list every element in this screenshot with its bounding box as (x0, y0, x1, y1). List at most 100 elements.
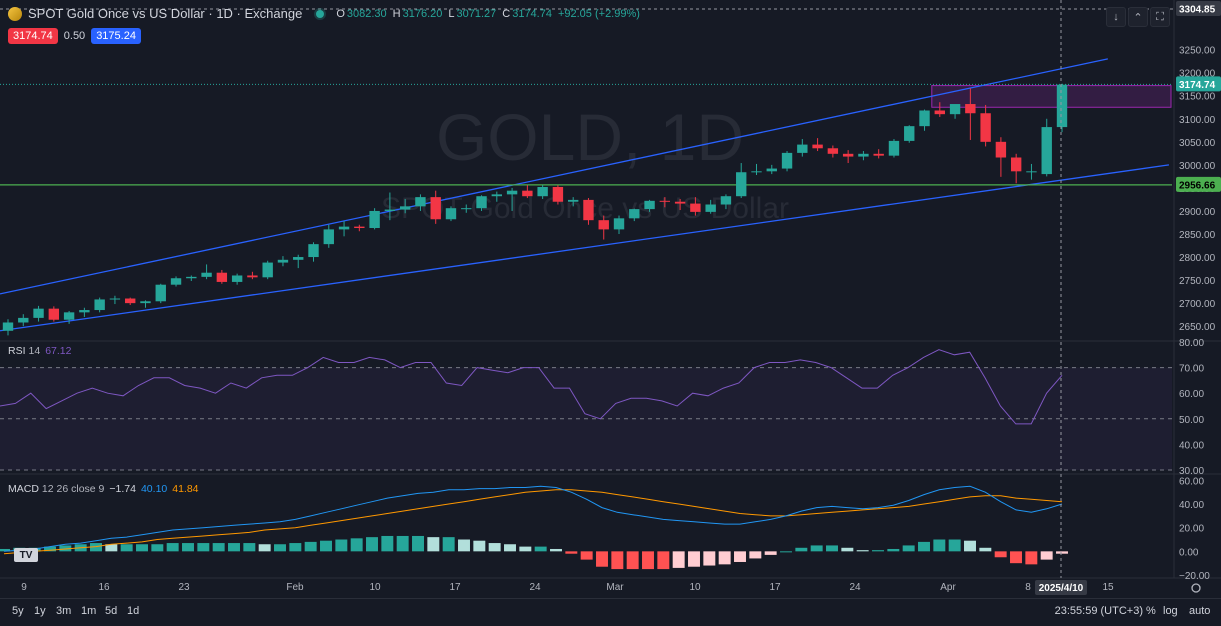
macd-histogram-bar (994, 551, 1007, 558)
macd-histogram-bar (795, 547, 808, 552)
range-1d[interactable]: 1d (127, 605, 140, 617)
range-5y[interactable]: 5y (12, 605, 24, 617)
macd-histogram-bar (688, 551, 700, 567)
candle-body (644, 200, 655, 210)
crosshair-price-label: 3304.85 (1179, 5, 1216, 16)
arrow-down-icon[interactable]: ↓ (1106, 7, 1126, 27)
candlestick-series (2, 83, 1068, 336)
auto-toggle[interactable]: auto (1189, 605, 1211, 617)
channel-lower-line[interactable] (0, 164, 1170, 332)
crosshair (0, 0, 1176, 578)
candle-body (537, 186, 548, 197)
candle-body (186, 276, 197, 279)
macd-histogram-bar (596, 551, 608, 567)
time-tick-label: 23 (178, 582, 190, 593)
macd-name: MACD (8, 483, 39, 495)
macd-histogram-bar (626, 551, 639, 570)
macd-legend[interactable]: MACD 12 26 close 9 −1.74 40.10 41.84 (8, 483, 199, 495)
candle-body (48, 308, 60, 320)
macd-histogram-bar (1025, 551, 1038, 565)
crosshair-price-label-bg (1176, 1, 1221, 16)
macd-histogram-bar (918, 541, 930, 552)
time-tick-label: 16 (98, 582, 110, 593)
clock-timezone[interactable]: 23:55:59 (UTC+3) (1054, 605, 1143, 617)
buy-button[interactable]: 3175.24 (91, 28, 141, 44)
candle-body (140, 301, 151, 304)
candle-body (949, 104, 961, 115)
range-3m[interactable]: 3m (56, 605, 72, 617)
candle-body (1026, 171, 1037, 173)
watermark-ticker: GOLD, 1D (436, 100, 744, 174)
macd-histogram-bar (764, 551, 777, 555)
rsi-legend[interactable]: RSI 14 67.12 (8, 345, 71, 357)
price-axis[interactable]: 2650.00 2700.00 2750.00 2800.00 2850.00 2900.… (1176, 1, 1221, 582)
price-tick-label: 3050.00 (1179, 138, 1216, 149)
time-tick-label: 9 (21, 582, 27, 593)
macd-histogram-bar (979, 547, 992, 552)
high-label: H (392, 7, 401, 20)
candle-body (720, 196, 732, 205)
symbol-title[interactable]: SPOT Gold Once vs US Dollar · 1D · Excha… (28, 6, 303, 21)
gear-icon[interactable] (1191, 583, 1201, 593)
candle-body (63, 312, 75, 320)
candle-body (308, 244, 319, 258)
range-1m[interactable]: 1m (81, 605, 97, 617)
trade-panel: 3174.74 0.50 3175.24 (8, 28, 141, 44)
macd-histogram-bar (519, 546, 532, 552)
last-price-label: 3174.74 (1179, 80, 1216, 91)
macd-histogram-bar (856, 550, 869, 552)
macd-tick-label: −20.00 (1179, 571, 1210, 582)
macd-histogram-bar (120, 544, 133, 552)
candle-body (247, 275, 258, 278)
rsi-tick-label: 30.00 (1179, 466, 1204, 477)
price-tick-label: 2700.00 (1179, 299, 1216, 310)
range-1y[interactable]: 1y (34, 605, 46, 617)
chevron-up-icon[interactable]: ⌃ (1128, 7, 1148, 27)
rsi-value: 67.12 (45, 345, 72, 357)
candle-body (216, 272, 228, 282)
macd-histogram-bar (534, 546, 547, 552)
rsi-pane (0, 349, 1172, 471)
close-label: C (502, 7, 511, 20)
time-axis[interactable]: 9 16 23 Feb 10 17 24 Mar 10 17 24 Apr 8 15 2025/4/10 (21, 580, 1201, 595)
channel-upper-line[interactable] (0, 58, 1108, 295)
macd-histogram-bar (1010, 551, 1022, 564)
percent-toggle[interactable]: % (1146, 605, 1156, 617)
macd-histogram-bar (212, 543, 225, 552)
macd-tick-label: 0.00 (1179, 547, 1199, 558)
log-toggle[interactable]: log (1163, 605, 1178, 617)
candle-body (415, 197, 426, 207)
symbol-header: SPOT Gold Once vs US Dollar · 1D · Excha… (8, 6, 640, 21)
macd-histogram-bar (197, 543, 210, 552)
macd-histogram-bar (1040, 551, 1053, 560)
macd-hist-value: −1.74 (109, 483, 136, 495)
macd-signal-value: 41.84 (172, 483, 199, 495)
candle-body (354, 226, 365, 229)
tradingview-logo: TV (14, 548, 38, 562)
candle-body (1010, 157, 1022, 172)
candle-body (476, 196, 487, 209)
trend-channel[interactable] (0, 58, 1172, 332)
sell-button[interactable]: 3174.74 (8, 28, 58, 44)
candle-body (766, 168, 777, 172)
candle-body (201, 272, 212, 277)
candle-body (797, 144, 808, 153)
macd-histogram-bar (350, 538, 363, 552)
expand-icon[interactable]: ⛶ (1150, 7, 1170, 27)
candle-body (323, 229, 334, 245)
support-price-label-bg (1176, 176, 1221, 192)
candle-body (109, 298, 121, 300)
macd-histogram-bar (550, 548, 562, 552)
candle-body (674, 201, 686, 204)
time-tick-label: 10 (369, 582, 381, 593)
candle-body (980, 113, 991, 142)
price-tick-label: 2800.00 (1179, 253, 1216, 264)
time-tick-label: 10 (689, 582, 701, 593)
macd-histogram-bar (948, 539, 961, 552)
range-5d[interactable]: 5d (105, 605, 118, 617)
macd-histogram-bar (749, 551, 762, 559)
macd-tick-label: 20.00 (1179, 524, 1204, 535)
macd-histogram-bar (59, 545, 72, 552)
macd-histogram-bar (810, 545, 823, 552)
